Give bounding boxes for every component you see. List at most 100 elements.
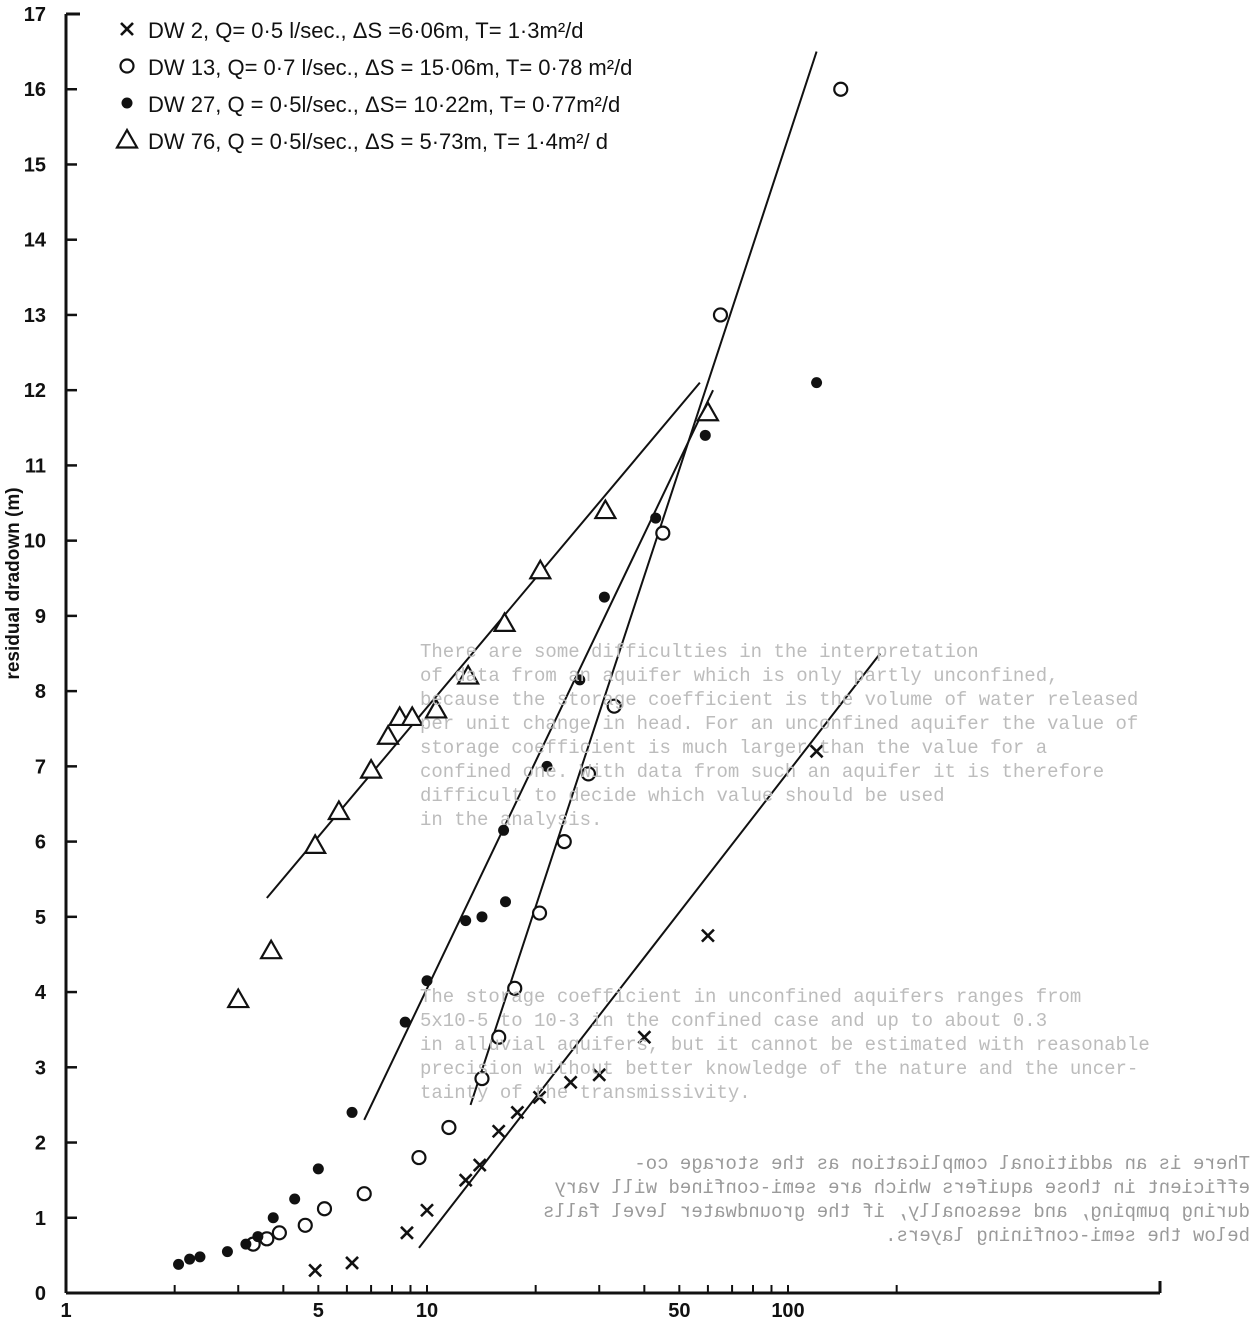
data-point-series-1 xyxy=(637,1030,652,1045)
legend-label-series-1: DW 2, Q= 0·5 l/sec., ΔS =6·06m, T= 1·3m²… xyxy=(148,18,584,43)
data-point-series-1 xyxy=(510,1105,525,1120)
data-point-series-1 xyxy=(472,1158,487,1173)
x-tick-label: 10 xyxy=(416,1300,438,1322)
data-point-series-4 xyxy=(303,833,328,854)
data-point-series-3 xyxy=(811,377,823,389)
data-point-series-3 xyxy=(252,1231,264,1243)
data-point-series-3 xyxy=(699,429,711,441)
y-tick-label: 13 xyxy=(24,305,46,327)
y-tick-label: 8 xyxy=(35,681,46,703)
data-point-series-1 xyxy=(700,928,715,943)
data-point-series-2 xyxy=(441,1119,457,1136)
data-point-series-2 xyxy=(474,1070,490,1087)
legend-marker-series-2 xyxy=(119,58,135,74)
data-point-series-3 xyxy=(541,760,553,772)
data-point-series-3 xyxy=(346,1106,358,1118)
data-point-series-1 xyxy=(458,1173,473,1188)
fit-line-series-4 xyxy=(266,382,701,899)
data-point-series-4 xyxy=(696,400,720,422)
data-point-series-3 xyxy=(598,591,610,603)
data-point-series-4 xyxy=(326,799,351,821)
data-point-series-4 xyxy=(359,757,383,779)
y-tick-label: 6 xyxy=(35,832,46,854)
data-point-series-2 xyxy=(491,1029,507,1045)
data-point-series-1 xyxy=(532,1090,547,1105)
legend-label-series-3: DW 27, Q = 0·5l/sec., ΔS= 10·22m, T= 0·7… xyxy=(148,92,620,117)
data-point-series-2 xyxy=(580,766,597,782)
data-point-series-4 xyxy=(376,724,400,745)
data-point-series-2 xyxy=(556,833,572,850)
y-tick-label: 16 xyxy=(24,79,46,101)
data-point-series-1 xyxy=(400,1225,414,1240)
legend-label-series-2: DW 13, Q= 0·7 l/sec., ΔS = 15·06m, T= 0·… xyxy=(148,55,632,80)
data-point-series-3 xyxy=(460,915,472,927)
data-point-series-4 xyxy=(424,697,449,719)
data-point-series-2 xyxy=(356,1186,372,1202)
data-point-series-1 xyxy=(592,1067,607,1082)
y-tick-label: 0 xyxy=(35,1283,46,1305)
y-tick-label: 17 xyxy=(24,4,46,26)
data-point-series-2 xyxy=(712,307,729,323)
data-point-series-3 xyxy=(289,1193,301,1205)
data-point-series-3 xyxy=(240,1238,252,1250)
data-point-series-1 xyxy=(345,1255,359,1270)
y-tick-label: 1 xyxy=(35,1208,46,1230)
data-point-series-2 xyxy=(271,1225,287,1241)
data-point-series-3 xyxy=(574,674,586,686)
data-point-series-2 xyxy=(411,1149,427,1166)
data-point-series-1 xyxy=(563,1075,578,1090)
x-tick-label: 100 xyxy=(771,1300,804,1322)
y-tick-label: 9 xyxy=(35,606,46,628)
y-tick-label: 12 xyxy=(24,380,46,402)
y-tick-label: 4 xyxy=(35,982,47,1004)
legend-label-series-4: DW 76, Q = 0·5l/sec., ΔS = 5·73m, T= 1·4… xyxy=(148,129,608,154)
fit-line-series-3 xyxy=(363,389,714,1121)
data-point-series-2 xyxy=(531,905,548,921)
data-point-series-2 xyxy=(833,81,849,97)
data-point-series-4 xyxy=(528,558,553,580)
data-point-series-4 xyxy=(593,498,618,520)
data-point-series-3 xyxy=(500,896,512,908)
data-point-series-2 xyxy=(606,698,622,714)
data-point-series-3 xyxy=(312,1163,324,1175)
y-tick-label: 14 xyxy=(24,230,47,252)
data-point-series-3 xyxy=(421,975,433,987)
data-point-series-2 xyxy=(316,1201,333,1217)
data-point-series-3 xyxy=(221,1246,233,1258)
data-point-series-2 xyxy=(297,1217,313,1233)
data-point-series-4 xyxy=(400,705,425,727)
x-tick-label: 1 xyxy=(60,1300,71,1322)
data-point-series-1 xyxy=(308,1263,323,1278)
y-axis-title: residual dradown (m) xyxy=(3,487,24,679)
data-point-series-3 xyxy=(184,1253,196,1265)
data-point-series-3 xyxy=(399,1016,411,1028)
y-tick-label: 10 xyxy=(24,531,46,553)
data-point-series-4 xyxy=(456,663,481,685)
data-point-series-3 xyxy=(267,1212,279,1224)
data-point-series-2 xyxy=(507,980,523,996)
data-point-series-3 xyxy=(498,824,510,836)
x-tick-label: 50 xyxy=(668,1300,690,1322)
data-point-series-4 xyxy=(492,611,517,633)
data-point-series-1 xyxy=(420,1203,434,1218)
x-tick-label: 5 xyxy=(313,1300,324,1322)
data-point-series-3 xyxy=(476,911,488,923)
data-point-series-4 xyxy=(226,987,251,1009)
y-tick-label: 2 xyxy=(35,1133,46,1155)
data-point-series-4 xyxy=(259,938,284,960)
data-point-series-1 xyxy=(491,1124,506,1139)
data-point-series-3 xyxy=(194,1251,206,1263)
legend-marker-series-1 xyxy=(120,22,134,36)
data-point-series-2 xyxy=(655,525,671,541)
y-tick-label: 7 xyxy=(35,756,46,778)
y-tick-label: 5 xyxy=(35,907,46,929)
y-tick-label: 15 xyxy=(24,154,46,176)
data-point-series-1 xyxy=(809,744,824,759)
fit-line-series-1 xyxy=(418,652,881,1249)
legend-marker-series-3 xyxy=(121,97,133,109)
y-tick-label: 11 xyxy=(25,455,46,477)
data-point-series-3 xyxy=(173,1258,185,1270)
data-point-series-3 xyxy=(650,512,662,524)
fit-line-series-2 xyxy=(469,51,818,1106)
